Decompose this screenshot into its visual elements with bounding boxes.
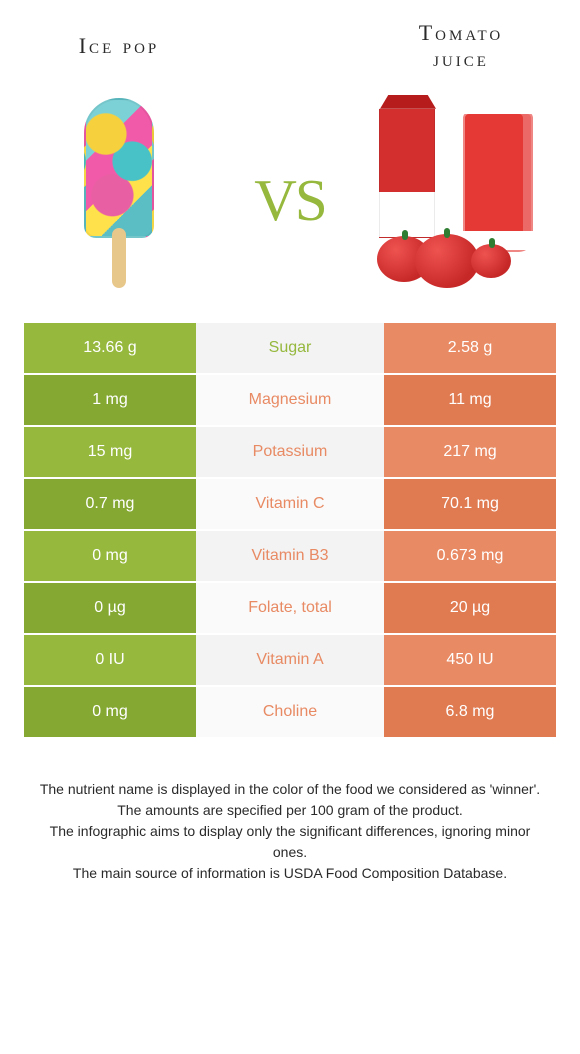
nutrient-label: Choline	[196, 687, 384, 737]
right-value: 6.8 mg	[384, 687, 556, 737]
nutrient-label: Sugar	[196, 323, 384, 373]
left-value: 15 mg	[24, 427, 196, 477]
table-row: 0 mgCholine6.8 mg	[24, 687, 556, 739]
footnote-line: The nutrient name is displayed in the co…	[32, 779, 548, 800]
nutrient-label: Folate, total	[196, 583, 384, 633]
table-row: 0 mgVitamin B30.673 mg	[24, 531, 556, 583]
right-title-line1: Tomato	[419, 20, 504, 45]
table-row: 15 mgPotassium217 mg	[24, 427, 556, 479]
right-title: Tomato juice	[366, 20, 556, 73]
right-value: 70.1 mg	[384, 479, 556, 529]
ice-pop-icon	[74, 98, 164, 288]
footnotes: The nutrient name is displayed in the co…	[24, 779, 556, 884]
right-title-line2: juice	[433, 46, 489, 71]
footnote-line: The main source of information is USDA F…	[32, 863, 548, 884]
left-value: 0 mg	[24, 687, 196, 737]
right-value: 0.673 mg	[384, 531, 556, 581]
left-value: 0.7 mg	[24, 479, 196, 529]
nutrient-label: Vitamin C	[196, 479, 384, 529]
left-value: 13.66 g	[24, 323, 196, 373]
right-value: 2.58 g	[384, 323, 556, 373]
right-image	[366, 98, 556, 288]
nutrient-label: Vitamin B3	[196, 531, 384, 581]
table-row: 0.7 mgVitamin C70.1 mg	[24, 479, 556, 531]
tomato-juice-icon	[371, 98, 551, 288]
right-value: 450 IU	[384, 635, 556, 685]
vs-label: vs	[254, 144, 325, 241]
left-value: 0 IU	[24, 635, 196, 685]
footnote-line: The amounts are specified per 100 gram o…	[32, 800, 548, 821]
table-row: 0 IUVitamin A450 IU	[24, 635, 556, 687]
left-image	[24, 98, 214, 288]
nutrient-table: 13.66 gSugar2.58 g1 mgMagnesium11 mg15 m…	[24, 323, 556, 739]
right-value: 11 mg	[384, 375, 556, 425]
left-value: 1 mg	[24, 375, 196, 425]
table-row: 0 µgFolate, total20 µg	[24, 583, 556, 635]
nutrient-label: Magnesium	[196, 375, 384, 425]
left-title: Ice pop	[24, 33, 214, 59]
nutrient-label: Vitamin A	[196, 635, 384, 685]
footnote-line: The infographic aims to display only the…	[32, 821, 548, 863]
table-row: 13.66 gSugar2.58 g	[24, 323, 556, 375]
header-titles: Ice pop Tomato juice	[24, 20, 556, 73]
left-value: 0 mg	[24, 531, 196, 581]
images-row: vs	[24, 83, 556, 303]
right-value: 20 µg	[384, 583, 556, 633]
table-row: 1 mgMagnesium11 mg	[24, 375, 556, 427]
right-value: 217 mg	[384, 427, 556, 477]
left-value: 0 µg	[24, 583, 196, 633]
nutrient-label: Potassium	[196, 427, 384, 477]
